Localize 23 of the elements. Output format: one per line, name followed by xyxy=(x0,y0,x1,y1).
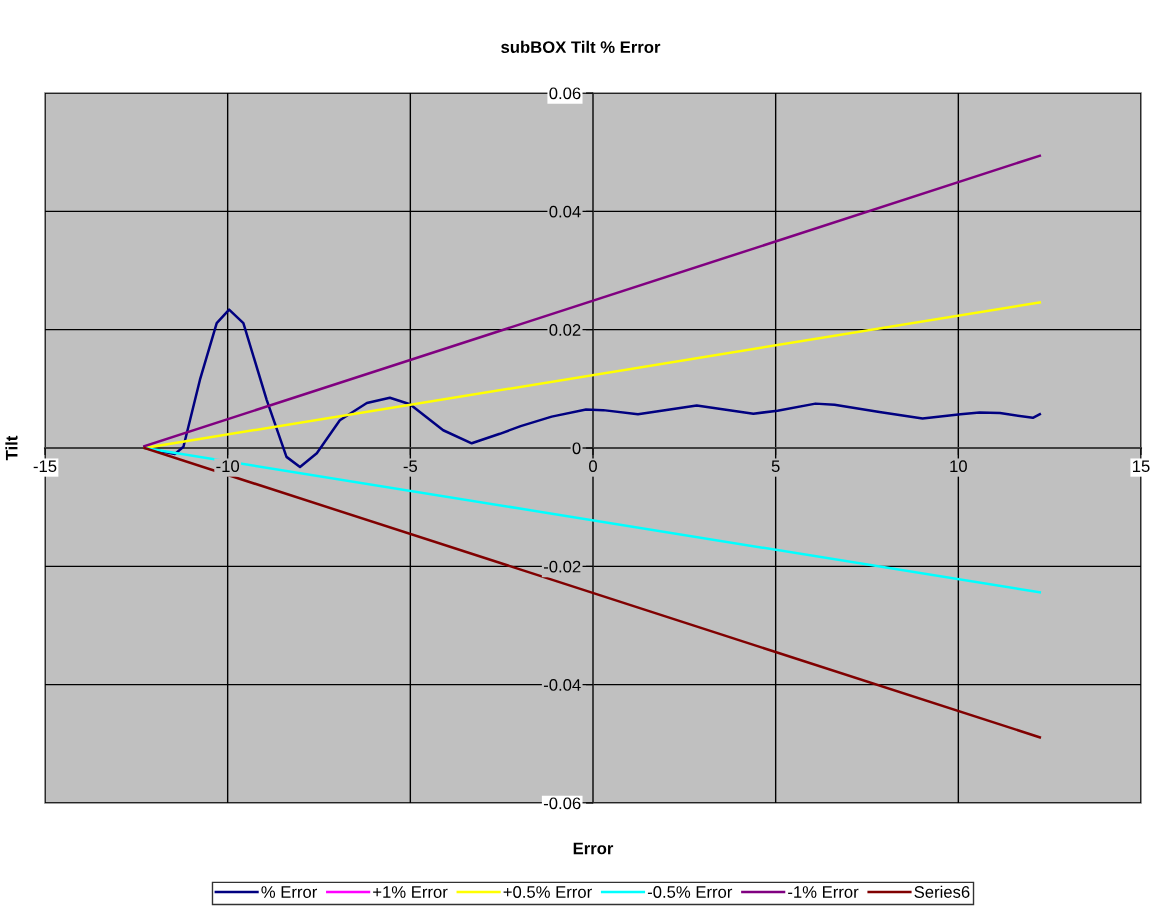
x-axis-title: Error xyxy=(573,842,614,855)
y-tick-label: -0.06 xyxy=(543,797,581,810)
legend-label: -0.5% Error xyxy=(647,886,733,898)
x-tick-label: 0 xyxy=(589,460,597,473)
y-tick-label: 0.06 xyxy=(549,87,581,100)
y-tick-label: 0.04 xyxy=(549,205,581,218)
y-tick-label: 0 xyxy=(572,442,581,455)
x-tick-label: -15 xyxy=(33,460,57,473)
legend-label: -1% Error xyxy=(788,886,859,898)
x-tick-label: 15 xyxy=(1133,460,1150,473)
x-tick-label: 5 xyxy=(771,460,780,473)
legend-label: Series6 xyxy=(914,885,970,898)
chart-title: subBOX Tilt % Error xyxy=(501,40,661,54)
y-tick-label: -0.04 xyxy=(543,679,581,691)
x-tick-label: 10 xyxy=(950,460,967,473)
y-tick-label: -0.02 xyxy=(543,560,581,573)
legend-label: % Error xyxy=(261,886,318,898)
y-tick-label: 0.02 xyxy=(549,324,581,336)
x-tick-label: -10 xyxy=(216,460,240,473)
legend-label: +0.5% Error xyxy=(503,886,592,898)
legend-label: +1% Error xyxy=(373,886,448,898)
y-axis-title: Tilt xyxy=(5,435,18,461)
x-tick-label: -5 xyxy=(403,460,418,473)
